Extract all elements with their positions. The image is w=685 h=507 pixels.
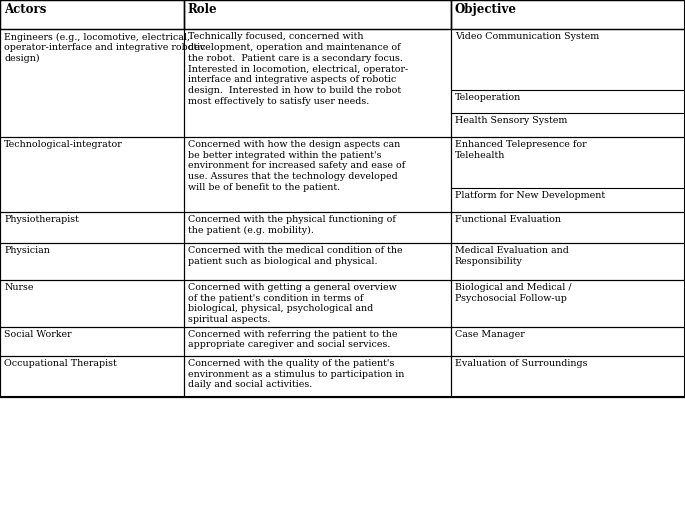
- Bar: [0, 0, 685, 397]
- Text: Actors: Actors: [4, 3, 47, 16]
- Text: Physiotherapist: Physiotherapist: [4, 215, 79, 224]
- Bar: [0, 0, 184, 29]
- Bar: [451, 243, 685, 280]
- Text: Concerned with the medical condition of the
patient such as biological and physi: Concerned with the medical condition of …: [188, 246, 402, 266]
- Text: Medical Evaluation and
Responsibility: Medical Evaluation and Responsibility: [455, 246, 569, 266]
- Bar: [0, 212, 184, 243]
- Bar: [184, 29, 451, 137]
- Bar: [0, 356, 184, 397]
- Text: Platform for New Development: Platform for New Development: [455, 191, 605, 200]
- Text: Objective: Objective: [455, 3, 517, 16]
- Bar: [0, 137, 184, 212]
- Text: Biological and Medical /
Psychosocial Follow-up: Biological and Medical / Psychosocial Fo…: [455, 283, 571, 303]
- Text: Nurse: Nurse: [4, 283, 34, 292]
- Text: Occupational Therapist: Occupational Therapist: [4, 359, 117, 368]
- Text: Evaluation of Surroundings: Evaluation of Surroundings: [455, 359, 587, 368]
- Bar: [451, 137, 685, 212]
- Text: Technological-integrator: Technological-integrator: [4, 140, 123, 149]
- Bar: [451, 212, 685, 243]
- Text: Concerned with the physical functioning of
the patient (e.g. mobility).: Concerned with the physical functioning …: [188, 215, 395, 235]
- Bar: [184, 0, 451, 29]
- Bar: [0, 243, 184, 280]
- Bar: [184, 356, 451, 397]
- Text: Teleoperation: Teleoperation: [455, 93, 521, 101]
- Text: Social Worker: Social Worker: [4, 330, 72, 339]
- Bar: [184, 243, 451, 280]
- Text: Concerned with getting a general overview
of the patient's condition in terms of: Concerned with getting a general overvie…: [188, 283, 397, 324]
- Text: Physician: Physician: [4, 246, 50, 256]
- Bar: [184, 327, 451, 356]
- Text: Concerned with referring the patient to the
appropriate caregiver and social ser: Concerned with referring the patient to …: [188, 330, 397, 349]
- Bar: [0, 327, 184, 356]
- Text: Video Communication System: Video Communication System: [455, 32, 599, 42]
- Bar: [184, 212, 451, 243]
- Bar: [0, 280, 184, 327]
- Bar: [184, 280, 451, 327]
- Text: Engineers (e.g., locomotive, electrical,
operator-interface and integrative robo: Engineers (e.g., locomotive, electrical,…: [4, 32, 206, 63]
- Text: Concerned with how the design aspects can
be better integrated within the patien: Concerned with how the design aspects ca…: [188, 140, 405, 192]
- Text: Concerned with the quality of the patient's
environment as a stimulus to partici: Concerned with the quality of the patien…: [188, 359, 404, 389]
- Text: Enhanced Telepresence for
Telehealth: Enhanced Telepresence for Telehealth: [455, 140, 586, 160]
- Text: Health Sensory System: Health Sensory System: [455, 116, 567, 125]
- Bar: [0, 29, 184, 137]
- Bar: [451, 29, 685, 137]
- Text: Functional Evaluation: Functional Evaluation: [455, 215, 561, 224]
- Text: Technically focused, concerned with
development, operation and maintenance of
th: Technically focused, concerned with deve…: [188, 32, 408, 106]
- Bar: [451, 327, 685, 356]
- Text: Case Manager: Case Manager: [455, 330, 525, 339]
- Bar: [184, 137, 451, 212]
- Bar: [451, 280, 685, 327]
- Text: Role: Role: [188, 3, 217, 16]
- Bar: [451, 356, 685, 397]
- Bar: [451, 0, 685, 29]
